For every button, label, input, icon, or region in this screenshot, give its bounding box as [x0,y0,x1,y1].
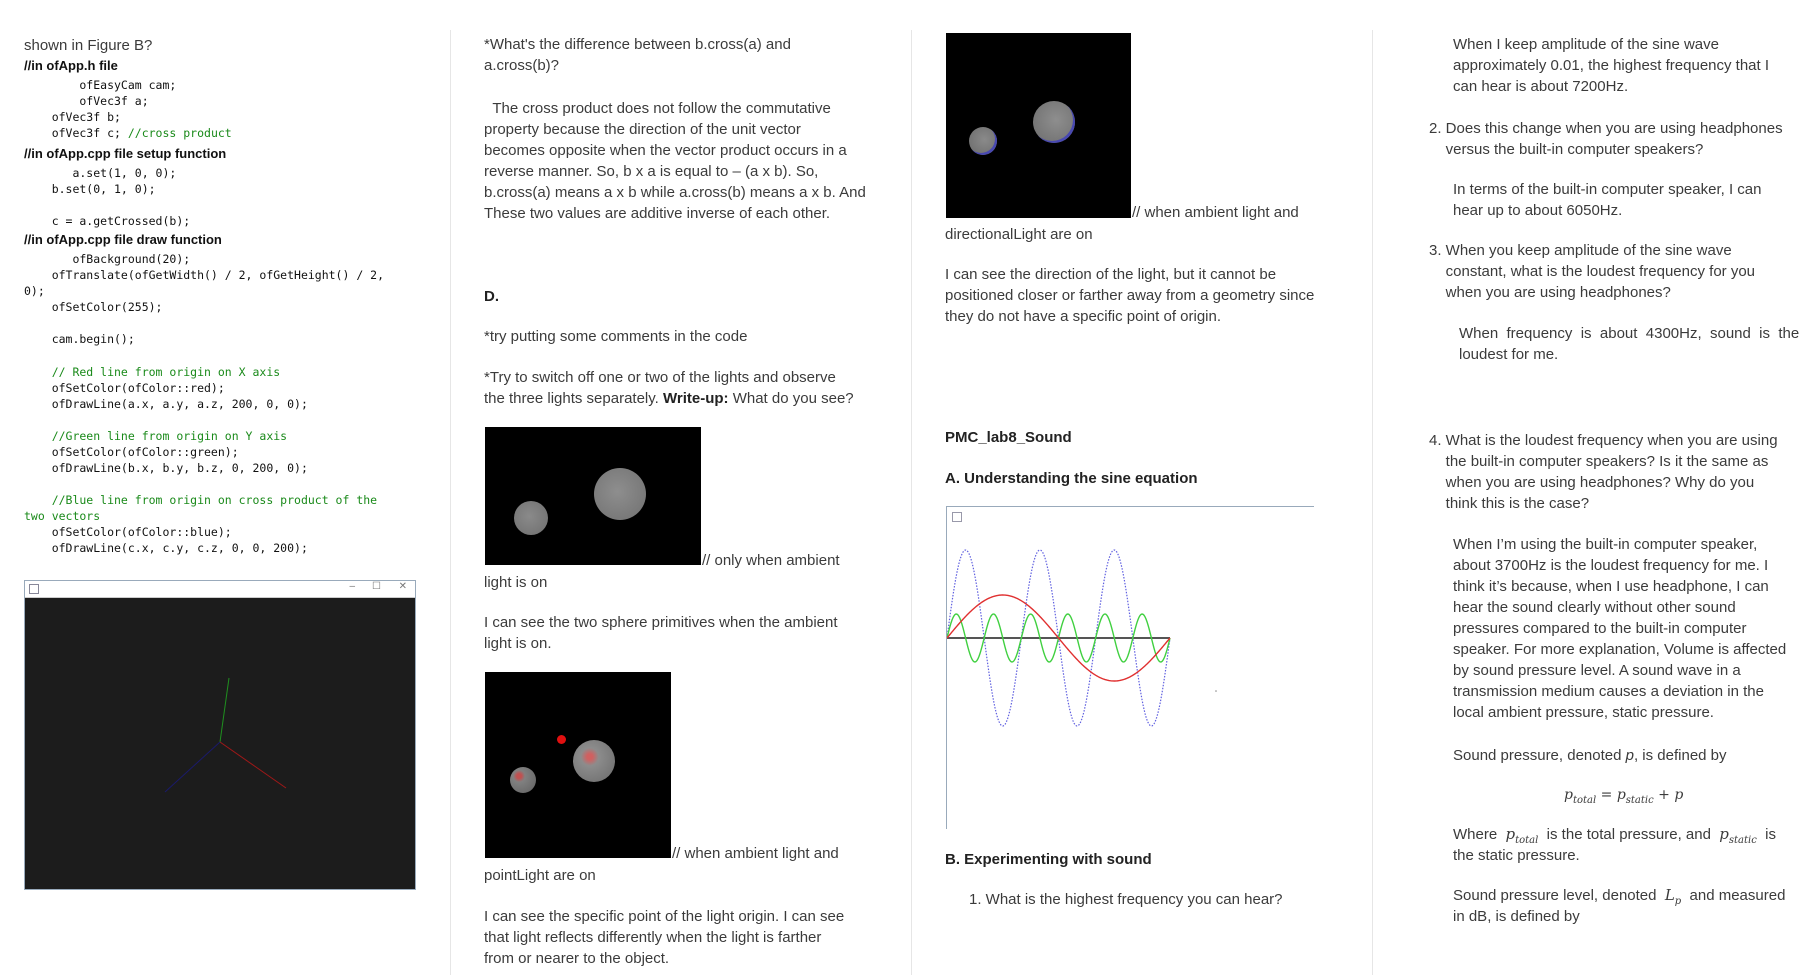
column-divider [1372,30,1373,975]
large-sphere [594,468,646,520]
stray-pixel [1215,690,1217,692]
try-comments: *try putting some comments in the code [484,328,748,345]
code-setup: a.set(1, 0, 0); b.set(0, 1, 0); c = a.ge… [51,166,191,228]
ambient-description: I can see the two sphere primitives when… [484,614,838,652]
axes-render [164,677,287,793]
code-line: ofVec3f c; [24,126,128,140]
sine-wave-plot [947,549,1217,727]
code-line: ofVec3f a; [24,94,149,108]
pointlight-render [485,672,671,858]
code-red: ofSetColor(ofColor::red); ofDrawLine(a.x… [51,381,308,411]
small-sphere [510,767,536,793]
answer-3: When frequency is about 4300Hz, sound is… [1459,325,1800,363]
heading-draw: //in ofApp.cpp file draw function [24,232,222,247]
intro-text: shown in Figure B? [24,37,153,54]
answer-4: When I’m using the built-in computer spe… [1453,536,1787,721]
code-comment: //cross product [127,126,232,140]
app-window-screenshot: – ☐ ✕ [24,580,416,890]
minimize-icon[interactable]: – [349,581,355,592]
column-3: // when ambient light and directionalLig… [911,0,1372,975]
spl-definition: Sound pressure level, denoted Lp and mea… [1453,886,1786,907]
code-line: ofEasyCam cam; [24,78,177,92]
directional-description: I can see the direction of the light, bu… [945,266,1315,325]
code-blue: ofSetColor(ofColor::blue); ofDrawLine(c.… [51,525,308,555]
heading-app-h: //in ofApp.h file [24,58,118,73]
column-2: *What's the difference between b.cross(a… [450,0,911,975]
question-2: 2. Does this change when you are using h… [1429,120,1783,158]
blue-axis-line [164,741,221,793]
sine-wave-window [946,506,1314,829]
red-sine-wave [947,594,1171,682]
pressure-equation: ptotal = pstatic + p [1564,787,1684,806]
cross-question: *What's the difference between b.cross(a… [484,36,791,74]
question-4: 4. What is the loudest frequency when yo… [1429,432,1778,512]
code-draw: ofBackground(20); ofTranslate(ofGetWidth… [24,252,385,346]
point-light-origin [557,735,566,744]
section-b-heading: B. Experimenting with sound [945,851,1152,868]
code-comment-green: //Green line from origin on Y axis [24,429,288,443]
code-green: ofSetColor(ofColor::green); ofDrawLine(b… [51,445,308,475]
large-sphere [573,740,615,782]
code-line: ofVec3f b; [24,110,121,124]
column-divider [450,30,451,975]
ambient-caption-2: light is on [484,574,548,591]
lab-title: PMC_lab8_Sound [945,429,1072,446]
sound-pressure-definition: Sound pressure, denoted p, is defined by [1453,747,1727,764]
writeup-label: Write-up: [663,390,729,407]
close-icon[interactable]: ✕ [398,581,407,592]
answer-2: In terms of the built-in computer speake… [1453,181,1762,219]
code-comment-red: // Red line from origin on X axis [24,365,281,379]
pointlight-description: I can see the specific point of the ligh… [484,908,845,967]
try-switch-lights: *Try to switch off one or two of the lig… [484,369,854,407]
column-4: When I keep amplitude of the sine wave a… [1372,0,1812,975]
where-text: Where ptotal is the total pressure, and … [1453,825,1776,846]
app-icon [29,584,39,594]
directional-light-render [946,33,1131,218]
ambient-light-render [485,427,701,565]
small-sphere [514,501,548,535]
pointlight-caption: // when ambient light and [672,845,839,862]
column-1: shown in Figure B? //in ofApp.h file ofE… [0,0,450,975]
maximize-icon[interactable]: ☐ [372,581,381,592]
question-3: 3. When you keep amplitude of the sine w… [1429,242,1756,301]
directional-caption-2: directionalLight are on [945,226,1093,243]
code-header: ofEasyCam cam; ofVec3f a; ofVec3f b; ofV… [24,77,232,141]
heading-setup: //in ofApp.cpp file setup function [24,146,227,161]
answer-1: When I keep amplitude of the sine wave a… [1453,36,1770,95]
red-axis-line [219,741,287,789]
small-sphere [969,127,997,155]
cross-answer: The cross product does not follow the co… [484,100,866,222]
ambient-caption: // only when ambient [702,552,840,569]
section-a-heading: A. Understanding the sine equation [945,470,1198,487]
where-text-2: the static pressure. [1453,847,1580,864]
window-titlebar: – ☐ ✕ [25,581,415,598]
green-axis-line [219,677,230,743]
column-divider [911,30,912,975]
pointlight-caption-2: pointLight are on [484,867,596,884]
spl-definition-2: in dB, is defined by [1453,908,1580,925]
app-icon [952,512,962,522]
large-sphere [1033,101,1075,143]
directional-caption: // when ambient light and [1132,204,1299,221]
question-1: 1. What is the highest frequency you can… [969,891,1283,908]
section-d-heading: D. [484,288,499,305]
code-comment-blue: //Blue line from origin on cross product… [24,493,378,523]
